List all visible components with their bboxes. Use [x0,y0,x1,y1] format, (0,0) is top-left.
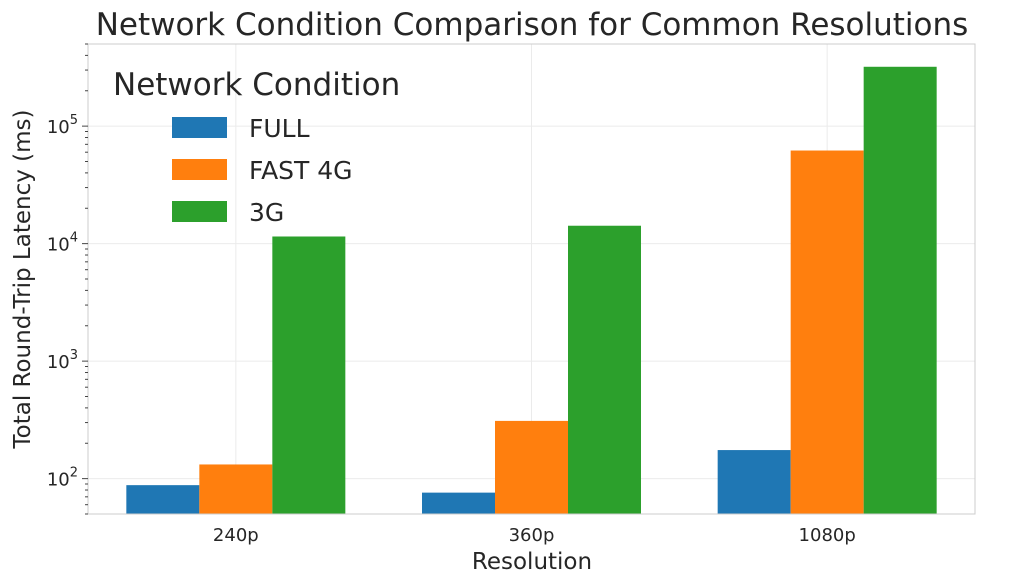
bar-full-240p [126,485,200,514]
y-tick-label: 103 [47,348,78,373]
x-axis-label: Resolution [472,549,592,575]
y-tick-label: 104 [47,231,78,256]
legend-label: 3G [249,198,284,227]
bar-full-1080p [717,450,791,514]
bar-fast-4g-240p [199,464,273,514]
legend-label: FAST 4G [249,156,353,185]
x-tick-label: 360p [509,525,555,546]
y-axis: 102 103 104 105 [47,43,88,515]
bars [126,66,937,514]
legend-swatch-3g [172,201,227,222]
legend: Network Condition FULL FAST 4G 3G [113,67,400,227]
y-tick-label: 102 [47,466,78,491]
bar-3g-1080p [863,66,937,514]
y-tick-label: 105 [47,113,78,138]
x-axis: 240p 360p 1080p [213,525,856,546]
legend-label: FULL [249,114,310,143]
bar-full-360p [422,492,495,514]
legend-swatch-fast-4g [172,159,227,180]
chart-title: Network Condition Comparison for Common … [96,7,969,43]
x-tick-label: 240p [213,525,259,546]
x-tick-label: 1080p [799,525,856,546]
bar-fast-4g-360p [495,420,568,514]
y-axis-label: Total Round-Trip Latency (ms) [10,110,36,450]
legend-swatch-full [172,117,227,138]
legend-title: Network Condition [113,67,400,103]
bar-3g-240p [272,236,346,514]
bar-3g-360p [568,225,641,514]
bar-fast-4g-1080p [790,150,864,514]
